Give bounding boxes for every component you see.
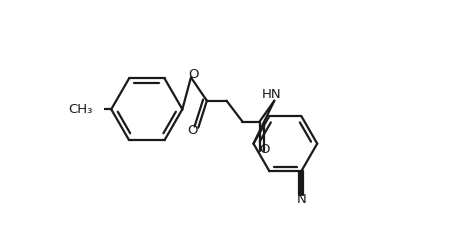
Text: CH₃: CH₃ [68, 103, 93, 116]
Text: O: O [259, 143, 270, 156]
Text: O: O [188, 68, 199, 81]
Text: N: N [296, 193, 306, 206]
Text: O: O [187, 124, 198, 137]
Text: HN: HN [262, 88, 282, 101]
